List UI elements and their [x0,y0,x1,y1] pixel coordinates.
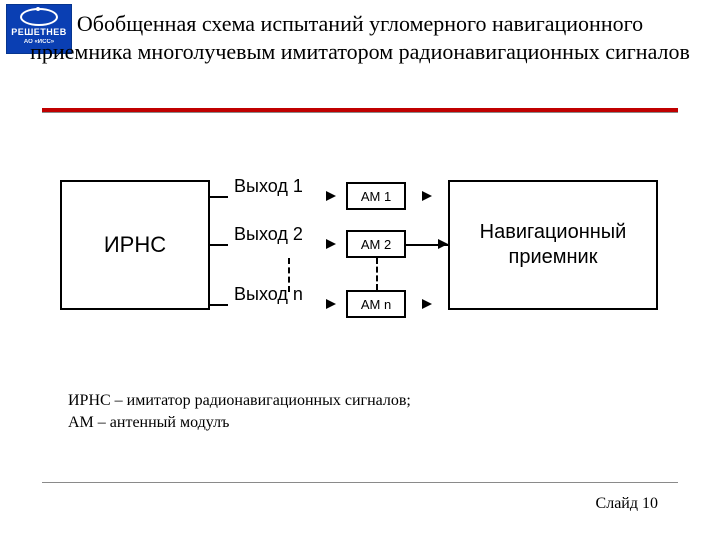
output-label-n: Выход n [234,284,303,305]
dash-mid [376,258,378,290]
arrow-into-am-2 [326,239,336,249]
legend-line-1: ИРНС – имитатор радионавигационных сигна… [68,390,411,412]
src-stub-2 [210,244,228,246]
slide-number: Слайд 10 [596,495,658,513]
legend-line-2: АМ – антенный модулъ [68,412,411,434]
am-box-n: АМ n [346,290,406,318]
source-box: ИРНС [60,180,210,310]
footer-rule [42,482,678,483]
block-diagram: ИРНС Навигационный приемник Выход 1 Выхо… [0,150,720,380]
am-box-2: АМ 2 [346,230,406,258]
arrow-into-am-n [326,299,336,309]
legend-block: ИРНС – имитатор радионавигационных сигна… [68,390,411,433]
am-box-1: АМ 1 [346,182,406,210]
sink-box: Навигационный приемник [448,180,658,310]
output-label-1: Выход 1 [234,176,303,197]
arrow-into-am-1 [326,191,336,201]
arrow-into-sink-2 [438,239,448,249]
dash-left [288,258,290,292]
slide-title: Обобщенная схема испытаний угломерного н… [30,10,690,65]
title-sub-rule [42,112,678,113]
slide-index: 10 [642,495,658,512]
slide-label: Слайд [596,495,642,512]
src-stub-n [210,304,228,306]
arrow-into-sink-1 [422,191,432,201]
output-label-2: Выход 2 [234,224,303,245]
arrow-into-sink-n [422,299,432,309]
src-stub-1 [210,196,228,198]
